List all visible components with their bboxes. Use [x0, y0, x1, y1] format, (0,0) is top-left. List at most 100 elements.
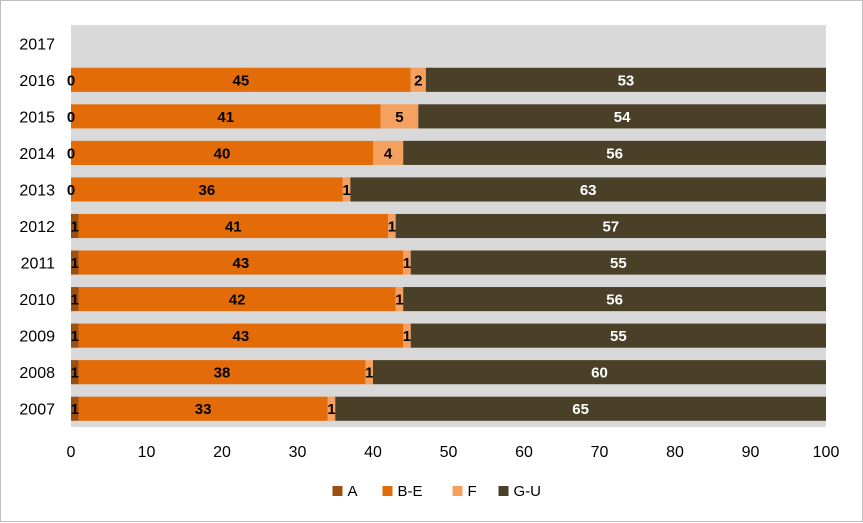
bar-segment-f — [373, 140, 404, 165]
data-label: 1 — [71, 255, 79, 272]
bar-segment-g-u — [418, 104, 826, 129]
x-tick-label: 0 — [67, 444, 76, 461]
data-label: 65 — [572, 401, 589, 418]
x-tick-label: 10 — [138, 444, 156, 461]
bar-segment-g-u — [373, 360, 826, 385]
data-label: 43 — [233, 328, 250, 345]
bar-segment-b-e — [78, 250, 404, 275]
bar-segment-f — [388, 213, 396, 239]
data-label: 1 — [365, 365, 373, 382]
category-label: 2014 — [19, 146, 55, 163]
legend-item-f: F — [452, 483, 477, 500]
data-label: 60 — [591, 365, 608, 382]
legend-swatch — [498, 486, 509, 496]
category-label: 2013 — [19, 182, 55, 199]
legend-label: G-U — [514, 483, 542, 500]
data-label: 4 — [384, 145, 393, 162]
bar-segment-b-e — [78, 323, 404, 348]
category-axis-labels: 2017 2016 2015 2014 2013 2012 2011 2010 2009 2008… — [19, 36, 55, 418]
bar-segment-g-u — [410, 323, 826, 348]
bar-segment-f — [342, 177, 351, 202]
category-label: 2017 — [19, 36, 55, 53]
legend-label: B-E — [398, 483, 423, 500]
x-tick-label: 80 — [666, 444, 684, 461]
data-label: 42 — [229, 292, 246, 309]
data-label: 0 — [67, 145, 75, 162]
legend-swatch — [452, 486, 463, 496]
bar-segment-f — [403, 250, 411, 275]
bar-segment-a — [71, 213, 79, 239]
data-label: 1 — [71, 292, 79, 309]
legend-label: F — [468, 483, 477, 500]
bar-segment-a — [71, 287, 79, 312]
bar-segment-f — [365, 360, 373, 385]
bar-segment-a — [71, 250, 79, 275]
x-tick-label: 70 — [591, 444, 609, 461]
category-label: 2012 — [19, 219, 55, 236]
bar-segment-b-e — [71, 104, 381, 129]
data-label: 41 — [217, 109, 234, 126]
bar-segment-g-u — [350, 177, 826, 202]
bar-segment-b-e — [71, 67, 411, 92]
data-label: 43 — [233, 255, 250, 272]
data-label: 63 — [580, 182, 597, 199]
data-label: 1 — [395, 292, 403, 309]
x-tick-label: 100 — [813, 444, 840, 461]
data-label: 36 — [199, 182, 216, 199]
data-label: 41 — [225, 219, 242, 236]
bars-group — [71, 67, 826, 421]
bar-segment-a — [71, 360, 79, 385]
legend-label: A — [348, 483, 358, 500]
category-label: 2010 — [19, 292, 55, 309]
legend-swatch — [332, 486, 343, 496]
bar-segment-g-u — [425, 67, 826, 92]
data-label: 0 — [67, 109, 75, 126]
legend-swatch — [382, 486, 393, 496]
data-label: 1 — [342, 182, 350, 199]
bar-segment-g-u — [410, 250, 826, 275]
bar-segment-f — [395, 287, 404, 312]
x-tick-label: 20 — [213, 444, 231, 461]
data-label: 0 — [67, 182, 75, 199]
legend-item-g-u: G-U — [498, 483, 542, 500]
data-label: 56 — [606, 292, 623, 309]
data-label: 57 — [602, 219, 619, 236]
legend: A B-E F G-U — [332, 483, 542, 500]
data-label: 1 — [388, 219, 396, 236]
bar-segment-b-e — [71, 177, 343, 202]
x-tick-label: 30 — [289, 444, 307, 461]
bar-segment-g-u — [395, 213, 826, 239]
x-tick-label: 60 — [515, 444, 533, 461]
bar-segment-a — [71, 396, 79, 421]
data-label: 1 — [403, 328, 411, 345]
x-tick-label: 90 — [742, 444, 760, 461]
data-label: 40 — [214, 145, 231, 162]
data-label: 53 — [618, 72, 635, 89]
data-label: 55 — [610, 328, 627, 345]
data-label: 1 — [71, 365, 79, 382]
data-label: 54 — [614, 109, 631, 126]
legend-item-a: A — [332, 483, 358, 500]
data-label: 33 — [195, 401, 212, 418]
bar-segment-b-e — [78, 287, 396, 312]
bar-segment-b-e — [78, 360, 366, 385]
value-labels-group: 0 45 2 53 0 41 5 54 0 40 4 56 0 36 1 63 1 41 1 57 1 43 1 55 1 42 1… — [67, 72, 634, 418]
data-label: 1 — [71, 219, 79, 236]
bar-segment-b-e — [78, 213, 389, 239]
bar-segment-g-u — [403, 287, 826, 312]
category-label: 2009 — [19, 329, 55, 346]
bar-segment-f — [410, 67, 426, 92]
data-label: 56 — [606, 145, 623, 162]
bar-segment-f — [403, 323, 411, 348]
bar-segment-b-e — [78, 396, 328, 421]
x-tick-label: 50 — [440, 444, 458, 461]
category-label: 2011 — [21, 256, 56, 273]
bar-segment-f — [327, 396, 336, 421]
data-label: 1 — [403, 255, 411, 272]
data-label: 0 — [67, 72, 75, 89]
data-label: 1 — [327, 401, 335, 418]
bar-segment-a — [71, 323, 79, 348]
data-label: 45 — [233, 72, 250, 89]
data-label: 5 — [395, 109, 403, 126]
